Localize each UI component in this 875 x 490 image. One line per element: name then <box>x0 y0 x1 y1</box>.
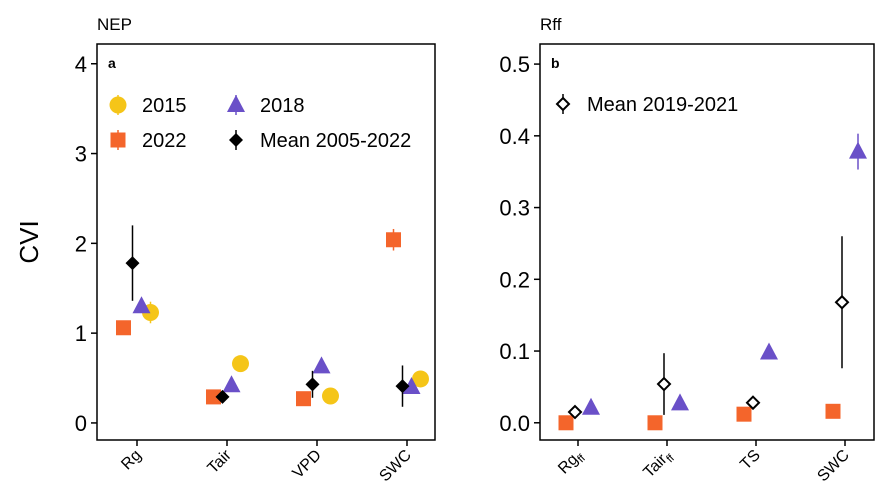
y-tick-label: 0.1 <box>499 339 530 364</box>
x-tick-label-text: SWC <box>814 447 852 485</box>
data-point <box>296 391 311 407</box>
y-tick-label: 3 <box>75 142 87 167</box>
y-tick-label: 4 <box>75 52 87 77</box>
data-point <box>656 376 672 392</box>
legend-marker <box>109 96 127 114</box>
panel-label: b <box>551 55 560 71</box>
y-tick-label: 0.3 <box>499 196 530 221</box>
y-tick-label: 0.4 <box>499 124 530 149</box>
data-point <box>825 403 841 419</box>
y-tick-label: 0.0 <box>499 411 530 436</box>
data-point <box>671 393 689 411</box>
data-point <box>849 141 867 159</box>
data-point <box>206 389 221 405</box>
x-tick-label: Rgff <box>555 446 588 479</box>
plot-frame <box>539 43 875 441</box>
y-tick-label: 0 <box>75 411 87 436</box>
legend-label: 2018 <box>260 95 305 117</box>
legend-label: 2022 <box>142 130 187 152</box>
data-point <box>116 320 131 336</box>
data-point <box>736 406 752 422</box>
panel-title: NEP <box>97 15 132 34</box>
legend-marker <box>227 95 245 112</box>
x-tick-label: VPD <box>290 447 325 482</box>
plot-frame <box>96 43 436 441</box>
data-point <box>582 397 600 415</box>
data-point <box>386 232 401 248</box>
data-point <box>647 415 663 431</box>
y-tick-label: 0.2 <box>499 267 530 292</box>
data-point <box>132 296 151 314</box>
y-tick-label: 1 <box>75 321 87 346</box>
x-tick-label: Rg <box>118 447 144 473</box>
data-point <box>412 370 429 388</box>
data-point <box>760 342 778 360</box>
data-point <box>222 375 241 393</box>
legend-marker <box>110 132 126 148</box>
panel-label: a <box>108 55 116 71</box>
data-point <box>125 256 140 271</box>
data-point <box>322 387 339 405</box>
x-tick-label: Tairff <box>640 446 677 483</box>
data-point <box>232 355 249 373</box>
x-tick-label: SWC <box>376 447 414 485</box>
data-point <box>402 377 421 395</box>
y-axis-title: CVI <box>14 220 44 263</box>
data-point <box>834 294 850 310</box>
data-point <box>305 377 320 392</box>
legend-marker <box>229 133 243 147</box>
legend-label: 2015 <box>142 95 187 117</box>
data-point <box>312 356 331 374</box>
legend-marker <box>555 96 571 112</box>
x-tick-label-text: TS <box>737 447 763 473</box>
data-point <box>395 379 410 394</box>
data-point <box>215 389 230 404</box>
data-point <box>567 404 583 420</box>
x-tick-label: SWC <box>814 447 852 485</box>
data-point <box>558 415 574 431</box>
x-tick-label: TS <box>737 447 763 473</box>
legend-label: Mean 2019-2021 <box>587 94 738 116</box>
data-point <box>745 395 761 411</box>
x-tick-label: Tair <box>205 446 236 477</box>
legend-label: Mean 2005-2022 <box>260 130 411 152</box>
y-tick-label: 0.5 <box>499 52 530 77</box>
y-tick-label: 2 <box>75 231 87 256</box>
panel-title: Rff <box>540 15 562 34</box>
